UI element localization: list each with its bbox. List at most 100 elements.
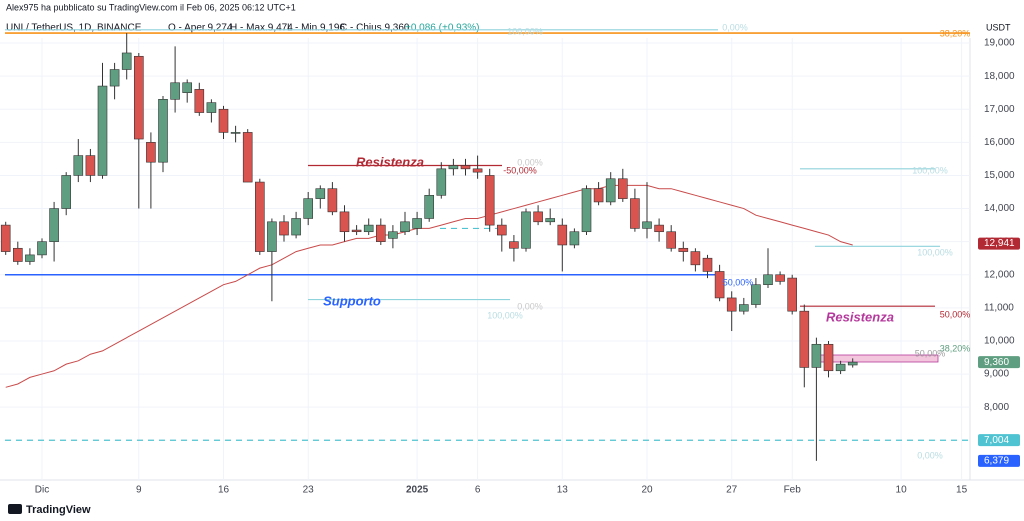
candle-body bbox=[690, 251, 701, 266]
candle-body bbox=[847, 361, 858, 366]
ohlc-low: L - Min.9,196 bbox=[287, 23, 345, 34]
candle-body bbox=[412, 218, 422, 229]
annotation: 50,00% bbox=[723, 277, 754, 287]
published-note: Alex975 ha pubblicato su TradingView.com… bbox=[6, 2, 296, 12]
annotation: 0,00% bbox=[517, 157, 543, 167]
candle-body bbox=[763, 274, 773, 285]
y-tick-label: 11,000 bbox=[984, 303, 1014, 314]
y-tick-label: 9,000 bbox=[984, 369, 1009, 380]
y-tick-label: 14,000 bbox=[984, 203, 1015, 214]
candle-body bbox=[388, 231, 398, 239]
moving-average bbox=[5, 184, 853, 388]
candle-body bbox=[521, 211, 531, 249]
brand: TradingView bbox=[26, 504, 91, 516]
candle-body bbox=[37, 241, 47, 256]
candle-body bbox=[400, 221, 410, 233]
candle-body bbox=[726, 297, 737, 312]
candle-body bbox=[85, 155, 96, 176]
y-tick-label: 8,000 bbox=[984, 402, 1009, 413]
candle-body bbox=[158, 99, 168, 163]
candle-body bbox=[605, 178, 616, 203]
candle-body bbox=[351, 229, 362, 233]
annotation: Supporto bbox=[323, 293, 381, 308]
candle-body bbox=[170, 82, 180, 100]
candle-body bbox=[751, 284, 761, 305]
candle-body bbox=[182, 82, 192, 93]
candle-body bbox=[823, 343, 834, 372]
x-tick-label: 15 bbox=[956, 485, 968, 496]
candle-body bbox=[472, 168, 483, 173]
x-tick-label: Dic bbox=[35, 485, 49, 496]
candle-body bbox=[327, 188, 338, 213]
candle-body bbox=[678, 247, 689, 252]
x-tick-label: 6 bbox=[475, 485, 481, 496]
candle-body bbox=[134, 55, 144, 140]
annotation: 100,00% bbox=[912, 165, 948, 175]
candle-body bbox=[194, 89, 205, 113]
candle-body bbox=[581, 188, 592, 233]
y-tick-label: 10,000 bbox=[984, 336, 1015, 347]
annotation: Resistenza bbox=[356, 154, 424, 169]
candle-body bbox=[109, 69, 120, 87]
candle-body bbox=[267, 221, 277, 252]
candle-body bbox=[339, 211, 350, 233]
x-tick-label: 13 bbox=[557, 485, 569, 496]
annotation: 100,00% bbox=[507, 26, 543, 36]
symbol: UNI / TetherUS, 1D, BINANCE bbox=[6, 23, 142, 34]
price-tag-label: 9,360 bbox=[984, 357, 1009, 368]
x-tick-label: 23 bbox=[303, 485, 315, 496]
candle-body bbox=[97, 85, 108, 176]
candle-body bbox=[375, 224, 386, 242]
candle-body bbox=[775, 274, 785, 282]
annotation: 38,20% bbox=[940, 28, 971, 38]
price-tag bbox=[978, 356, 1020, 369]
x-tick-label: 16 bbox=[218, 485, 230, 496]
candle-body bbox=[557, 224, 568, 246]
y-tick-label: 16,000 bbox=[984, 137, 1015, 148]
price-tag-label: 7,004 bbox=[984, 435, 1009, 446]
x-tick-label: 9 bbox=[136, 485, 142, 496]
candle-body bbox=[654, 224, 664, 233]
y-tick-label: 15,000 bbox=[984, 170, 1015, 181]
y-tick-label: 18,000 bbox=[984, 71, 1015, 82]
price-tag bbox=[978, 434, 1020, 447]
candle-body bbox=[617, 178, 628, 199]
candle-body bbox=[811, 343, 822, 368]
candle-body bbox=[569, 231, 580, 246]
annotation: 38,20% bbox=[940, 343, 971, 353]
candle-body bbox=[230, 132, 241, 134]
candle-body bbox=[0, 224, 11, 252]
candle-body bbox=[630, 198, 640, 229]
candle-body bbox=[25, 254, 35, 262]
candle-body bbox=[363, 224, 374, 233]
candle-body bbox=[533, 211, 543, 223]
candle-body bbox=[799, 310, 810, 368]
annotation: Resistenza bbox=[826, 309, 894, 324]
candle-body bbox=[73, 155, 84, 176]
currency: USDT bbox=[986, 22, 1011, 32]
candle-body bbox=[702, 257, 713, 272]
candle-body bbox=[242, 132, 253, 183]
candle-body bbox=[835, 363, 846, 372]
candle-body bbox=[424, 195, 435, 219]
annotation: 50,00% bbox=[915, 348, 946, 358]
x-tick-label: 2025 bbox=[406, 485, 429, 496]
annotation: 0,00% bbox=[722, 22, 748, 32]
candle-body bbox=[121, 52, 132, 70]
change: +0,086 (+0,93%) bbox=[405, 23, 480, 34]
annotation: 0,00% bbox=[517, 301, 543, 311]
x-tick-label: 20 bbox=[641, 485, 653, 496]
candle-body bbox=[255, 181, 265, 252]
candle-body bbox=[49, 208, 59, 242]
annotation: 50,00% bbox=[940, 309, 971, 319]
candle-body bbox=[206, 102, 217, 113]
annotation: 100,00% bbox=[487, 310, 523, 320]
candle-body bbox=[593, 188, 604, 203]
candle-body bbox=[714, 271, 725, 299]
candle-body bbox=[642, 221, 652, 229]
candle-body bbox=[484, 175, 495, 226]
candle-body bbox=[315, 188, 326, 199]
ohlc-close: C - Chius.9,360 bbox=[340, 23, 410, 34]
candle-body bbox=[448, 165, 459, 170]
